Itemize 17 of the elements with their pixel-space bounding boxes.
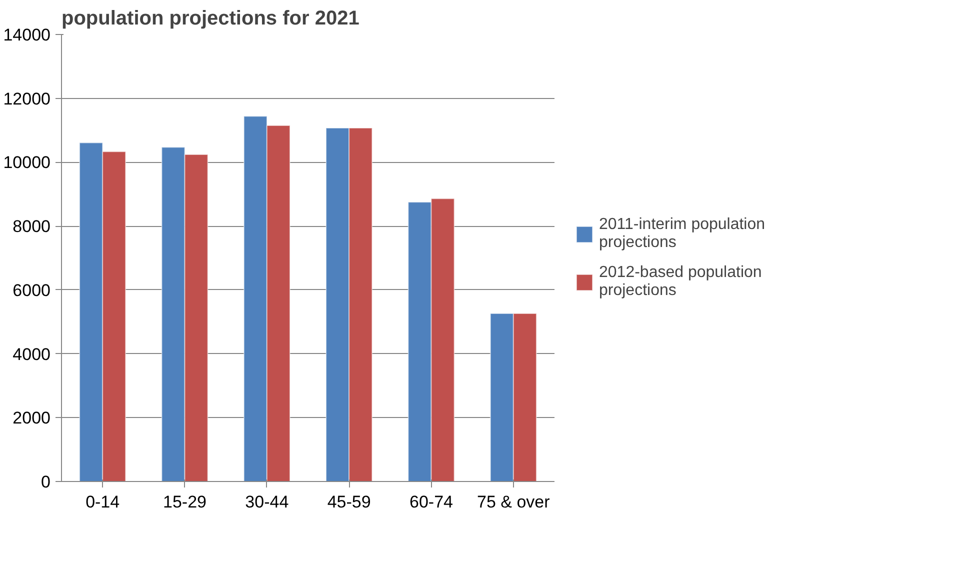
chart-title: population projections for 2021 [62, 8, 360, 30]
x-tick-label: 0-14 [86, 492, 120, 512]
y-tick-label: 2000 [12, 408, 51, 428]
x-tick-label: 15-29 [163, 492, 206, 512]
y-tick-label: 0 [41, 472, 51, 492]
y-tick-label: 4000 [12, 344, 51, 364]
y-tick-label: 10000 [3, 153, 51, 172]
y-tick-label: 14000 [3, 26, 51, 44]
legend-label: 2011-interim population projections [599, 216, 766, 252]
x-tick-label: 30-44 [245, 492, 289, 512]
y-tick-label: 6000 [12, 280, 51, 300]
y-tick-label: 12000 [3, 89, 51, 108]
x-tick-label: 75 & over [477, 492, 550, 512]
y-tick-label: 8000 [12, 217, 51, 236]
x-tick-label: 45-59 [327, 492, 371, 512]
legend-label: 2012-based population projections [599, 264, 762, 300]
x-tick-label: 60-74 [410, 492, 453, 512]
